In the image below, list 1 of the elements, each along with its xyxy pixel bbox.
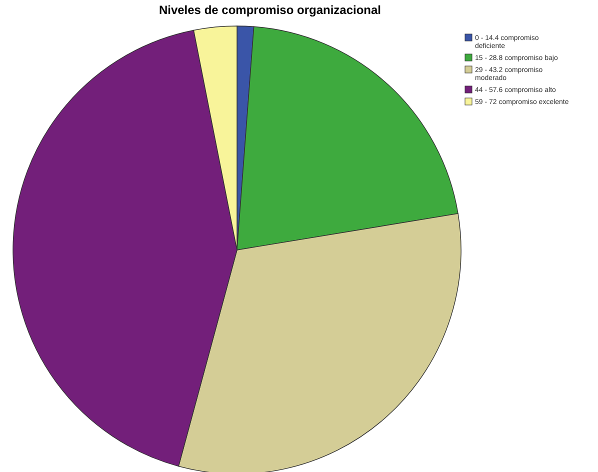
chart-title: Niveles de compromiso organizacional: [158, 3, 382, 17]
